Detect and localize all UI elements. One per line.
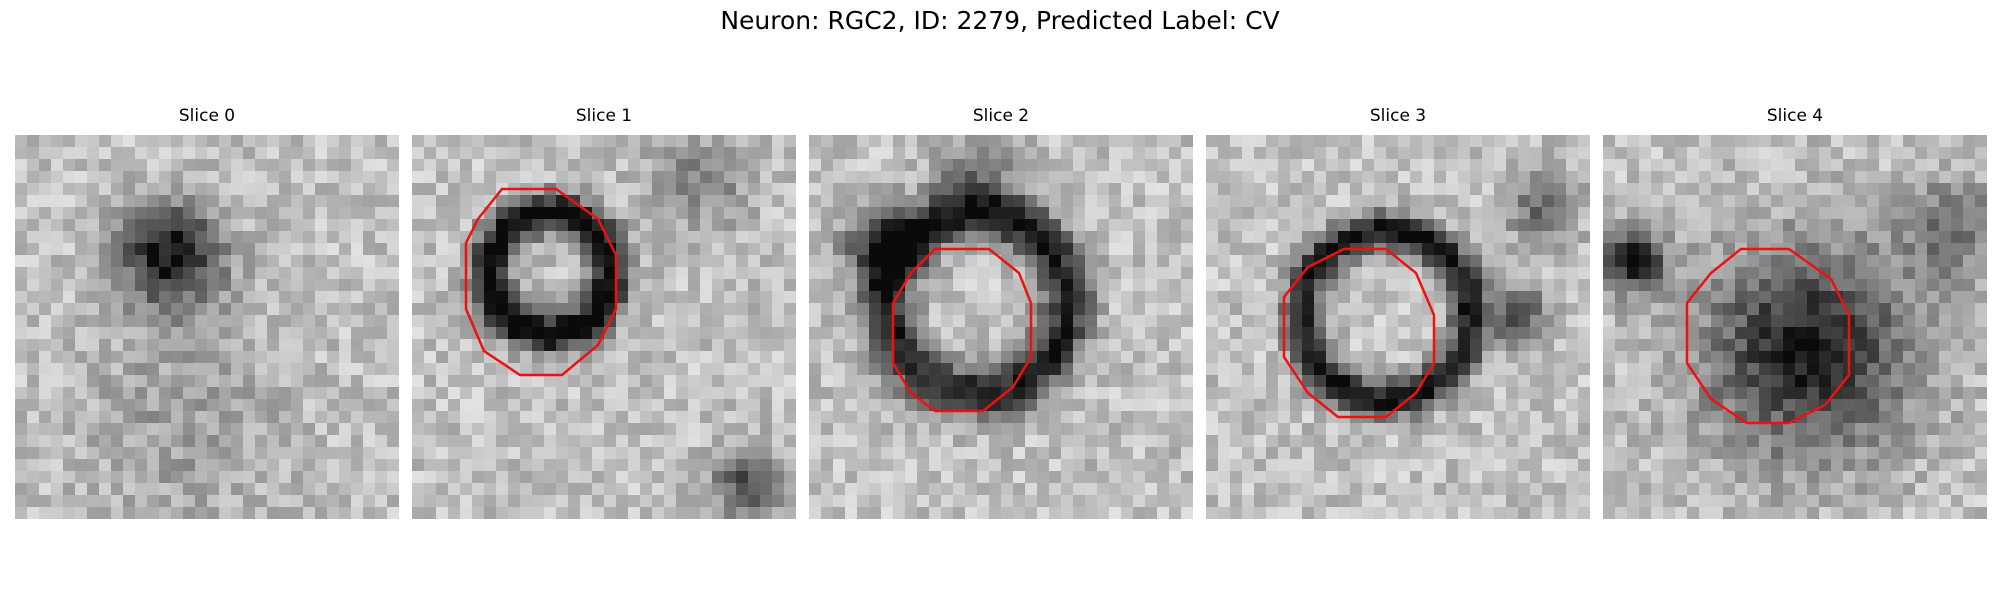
slice-panel-4: Slice 4 (1603, 105, 1987, 519)
slice-image (809, 135, 1193, 519)
slice-panel-0: Slice 0 (15, 105, 399, 519)
slice-title: Slice 0 (178, 106, 236, 126)
slice-title: Slice 1 (575, 106, 633, 126)
slice-image (15, 135, 399, 519)
slice-panel-1: Slice 1 (412, 105, 796, 519)
slice-panel-3: Slice 3 (1206, 105, 1590, 519)
slice-image (412, 135, 796, 519)
roi-contour (1282, 247, 1436, 419)
slice-title: Slice 3 (1369, 106, 1427, 126)
slice-panel-2: Slice 2 (809, 105, 1193, 519)
figure-title: Neuron: RGC2, ID: 2279, Predicted Label:… (720, 6, 1280, 35)
slice-image (1206, 135, 1590, 519)
slice-title: Slice 2 (972, 106, 1030, 126)
roi-contour (1685, 247, 1851, 425)
slice-image (1603, 135, 1987, 519)
roi-contour (891, 247, 1033, 413)
roi-contour (464, 187, 618, 377)
slice-title: Slice 4 (1766, 106, 1824, 126)
